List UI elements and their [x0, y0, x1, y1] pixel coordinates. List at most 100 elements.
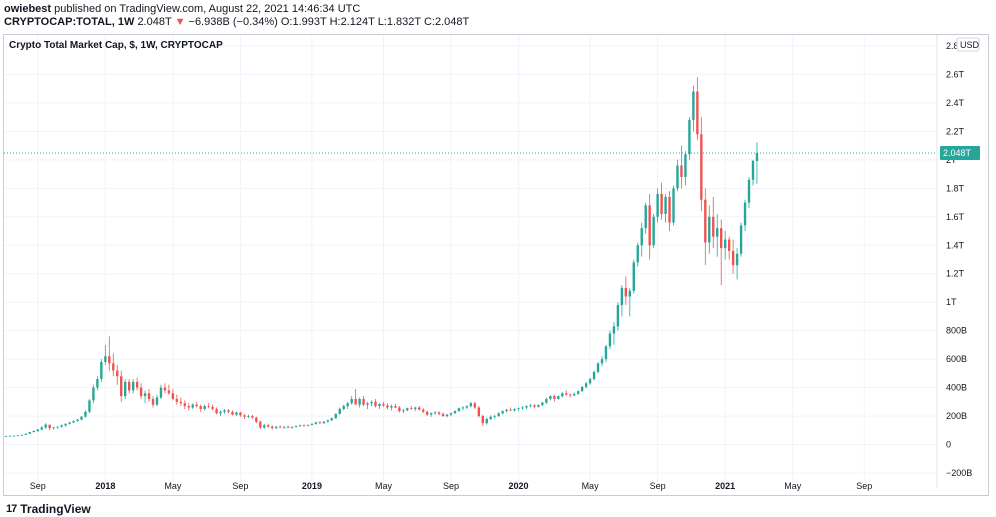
candle-up — [64, 423, 67, 427]
candle-up — [497, 412, 500, 417]
candle-down — [215, 407, 218, 415]
currency-label-box[interactable]: USD — [956, 37, 980, 52]
x-tick-label: Sep — [232, 481, 248, 491]
candle-up — [294, 425, 298, 428]
candle-up — [588, 377, 592, 385]
candle-body — [195, 404, 198, 407]
candle-body — [4, 435, 8, 437]
candle-body — [723, 239, 727, 249]
candle-down — [207, 403, 210, 409]
candle-up — [350, 396, 353, 405]
candle-down — [183, 400, 186, 409]
candle-up — [576, 390, 580, 395]
candle-up — [358, 397, 361, 408]
candle-up — [692, 85, 695, 132]
current-price-badge: 2.048T — [940, 146, 980, 161]
candle-up — [84, 410, 87, 418]
candle-up — [429, 412, 433, 417]
candle-body — [40, 427, 43, 430]
candle-down — [720, 219, 723, 286]
y-tick-label: 2.2T — [946, 126, 965, 136]
candle-body — [255, 417, 258, 422]
candle-up — [370, 400, 373, 407]
candle-up — [449, 412, 453, 417]
candle-body — [410, 408, 413, 410]
tradingview-logo-icon: 17 — [6, 503, 17, 515]
candle-body — [406, 408, 409, 411]
candle-down — [187, 403, 190, 411]
candle-body — [151, 398, 155, 405]
candle-up — [12, 435, 16, 437]
candle-body — [473, 403, 477, 408]
x-tick-label: Sep — [650, 481, 666, 491]
candle-down — [473, 401, 477, 409]
publisher-user: owiebest — [4, 3, 52, 15]
candle-body — [743, 202, 747, 226]
candle-up — [390, 404, 393, 411]
candle-up — [541, 401, 544, 407]
candle-down — [362, 396, 365, 407]
candle-body — [100, 361, 103, 380]
candle-body — [127, 381, 131, 391]
candle-body — [580, 386, 584, 392]
candle-body — [346, 403, 349, 407]
candle-down — [271, 425, 274, 430]
candle-body — [648, 205, 651, 246]
candle-down — [179, 397, 183, 407]
candle-down — [151, 396, 155, 408]
candle-up — [235, 411, 238, 417]
candle-body — [187, 406, 190, 408]
candle-up — [501, 410, 504, 415]
candle-up — [672, 185, 675, 226]
candle-up — [155, 394, 159, 407]
candle-down — [422, 408, 425, 414]
candle-up — [453, 410, 457, 414]
x-tick-label: May — [784, 481, 802, 491]
candle-body — [716, 228, 719, 237]
candle-down — [418, 406, 421, 411]
candle-body — [676, 165, 679, 189]
candle-down — [477, 406, 481, 418]
candle-body — [92, 387, 95, 401]
candle-up — [755, 142, 759, 184]
candle-up — [743, 199, 747, 232]
candle-up — [608, 330, 612, 350]
candle-body — [298, 425, 302, 427]
candle-up — [334, 413, 337, 419]
y-tick-label: 1.2T — [946, 269, 965, 279]
y-tick-label: 800B — [946, 326, 967, 336]
candle-body — [239, 412, 242, 416]
candle-up — [4, 435, 8, 437]
candle-body — [16, 435, 20, 437]
candle-body — [549, 396, 552, 399]
candle-down — [731, 239, 735, 274]
y-tick-label: 2.6T — [946, 69, 965, 79]
candle-up — [545, 397, 548, 404]
candle-down — [171, 389, 175, 401]
candle-body — [199, 406, 202, 409]
candle-body — [120, 376, 123, 397]
candle-body — [394, 406, 397, 408]
candle-down — [727, 236, 731, 260]
candle-up — [60, 424, 63, 428]
candle-up — [80, 416, 83, 421]
candle-up — [628, 287, 632, 317]
candle-up — [28, 431, 32, 435]
candle-body — [207, 406, 210, 407]
candle-body — [68, 422, 71, 424]
candle-up — [469, 401, 473, 408]
candle-down — [354, 389, 357, 405]
candle-body — [282, 426, 286, 428]
candle-body — [44, 424, 47, 428]
candle-body — [425, 411, 429, 415]
candle-up — [561, 391, 564, 398]
symbol-line: CRYPTOCAP:TOTAL, 1W 2.048T ▼ −6.938B (−0… — [4, 16, 469, 29]
candle-down — [696, 77, 699, 140]
candle-up — [457, 407, 461, 412]
candle-up — [723, 231, 727, 260]
chart-frame[interactable] — [3, 34, 989, 496]
candle-up — [632, 259, 635, 294]
tradingview-footer[interactable]: 17 TradingView — [6, 502, 91, 516]
y-tick-label: 1.4T — [946, 240, 965, 250]
